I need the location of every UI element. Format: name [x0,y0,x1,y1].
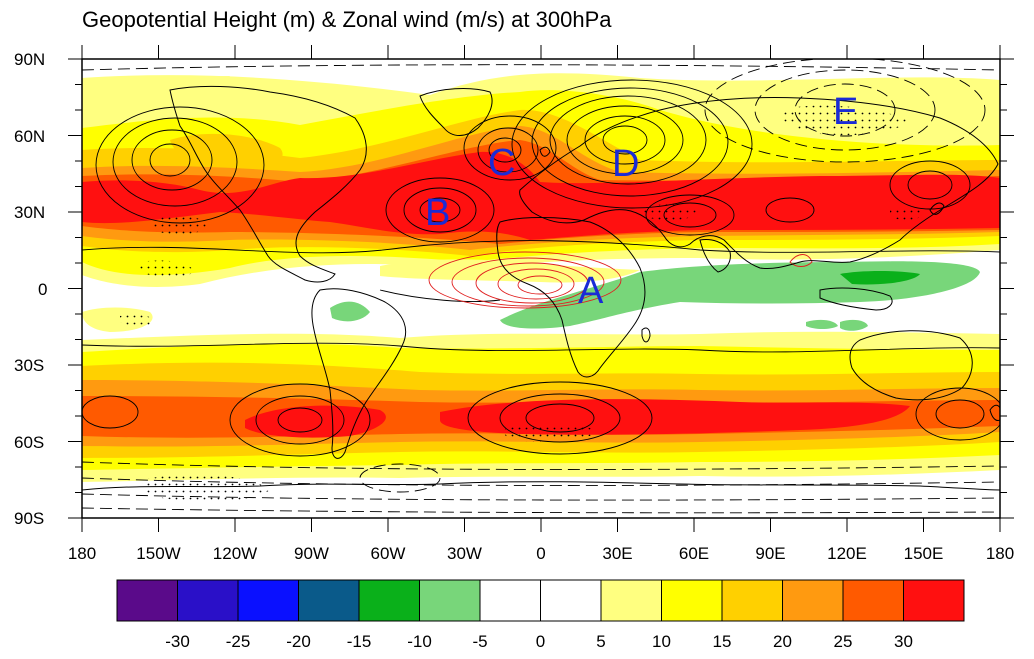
zonal-wind-shading: A B C D E [82,59,1000,514]
region-label-b: B [425,192,450,234]
antarctica-coast [82,481,1000,491]
colorbar-label: 20 [773,632,792,651]
colorbar-label: 0 [536,632,545,651]
uk-coast [539,146,551,157]
colorbar-box [903,579,965,622]
height-contours [82,79,1000,457]
lat-label-60s: 60S [14,433,44,452]
lon-label-60w: 60W [371,544,406,563]
lon-label-180w: 180 [68,544,96,563]
australia-coast [849,330,973,401]
colorbar-label: 5 [596,632,605,651]
lat-label-30n: 30N [14,203,45,222]
eq-patch-atlantic [380,259,640,283]
easterly-patch-maritime [840,319,868,331]
lon-label-180e: 180 [986,544,1014,563]
lon-label-150w: 150W [136,544,180,563]
japan-coast [929,202,945,215]
negative-height-contours [82,59,1000,514]
lat-ticks [68,58,1014,519]
figure-title: Geopotential Height (m) & Zonal wind (m/… [82,7,612,32]
colorbar-box [540,579,602,622]
lon-ticks [81,45,1001,532]
region-label-a: A [578,270,604,312]
stipple-asia [640,204,700,221]
north-america-coast [169,85,367,283]
colorbar-box [782,579,844,622]
arctic-patch-west [82,76,230,92]
lat-labels: 90N 60N 30N 0 30S 60S 90S [14,50,47,528]
india-coast [699,239,731,273]
easterly-core [840,271,920,285]
lon-label-120e: 120E [827,544,867,563]
lon-label-120w: 120W [213,544,257,563]
np-yellow-core [170,133,283,169]
region-label-d: D [612,143,639,185]
colorbar-box [479,579,541,622]
lat-label-30s: 30S [14,356,44,375]
madagascar-coast [641,327,651,343]
colorbar-label: -25 [226,632,251,651]
south-america-coast [311,288,407,459]
colorbar [116,579,965,622]
colorbar-label: -15 [347,632,372,651]
lon-label-0: 0 [536,544,545,563]
colorbar-label: 10 [652,632,671,651]
lat-label-90n: 90N [14,50,45,69]
new-zealand-coast [989,404,1000,421]
lon-label-90w: 90W [294,544,329,563]
colorbar-box [358,579,420,622]
lon-label-90e: 90E [755,544,785,563]
coastlines [82,85,1000,491]
lon-label-30w: 30W [447,544,482,563]
stipple-npac [150,215,210,235]
stipple-e-region [779,105,910,136]
easterly-patch-east [806,319,838,329]
stipple-eq-west [140,260,195,278]
colorbar-box [721,579,783,622]
colorbar-box [116,579,178,622]
region-label-c: C [488,142,515,184]
sh-jet-core-west [245,405,386,438]
lon-labels: 180 150W 120W 90W 60W 30W 0 30E 60E 90E … [68,544,1014,563]
lon-label-30e: 30E [602,544,632,563]
colorbar-label: -10 [407,632,432,651]
lat-label-eq: 0 [38,280,47,299]
colorbar-box [600,579,662,622]
lat-label-90s: 90S [14,509,44,528]
stipple-wpac [890,206,925,221]
colorbar-box [298,579,360,622]
colorbar-label: 30 [894,632,913,651]
nh-jet-core [82,151,1000,240]
stipple-eq-east [120,314,155,327]
colorbar-label: 15 [713,632,732,651]
lon-label-150e: 150E [904,544,944,563]
lon-label-60e: 60E [679,544,709,563]
maritime-continent [819,287,893,311]
tropical-contours [428,251,813,309]
colorbar-label: -30 [165,632,190,651]
colorbar-box [661,579,723,622]
colorbar-label: 25 [834,632,853,651]
lat-label-60n: 60N [14,127,45,146]
africa-coast [496,217,646,378]
easterly-america [330,301,370,322]
colorbar-box [842,579,904,622]
region-label-e: E [833,91,858,133]
eurasia-coast [519,97,999,269]
minor-ticks [75,84,1007,493]
colorbar-box [237,579,299,622]
greenland-coast [419,88,493,136]
colorbar-label: -20 [286,632,311,651]
colorbar-box [419,579,481,622]
arctic-patch-east [965,80,1000,98]
colorbar-labels: -30 -25 -20 -15 -10 -5 0 5 10 15 20 25 30 [165,632,913,651]
colorbar-label: -5 [472,632,487,651]
colorbar-box [177,579,239,622]
